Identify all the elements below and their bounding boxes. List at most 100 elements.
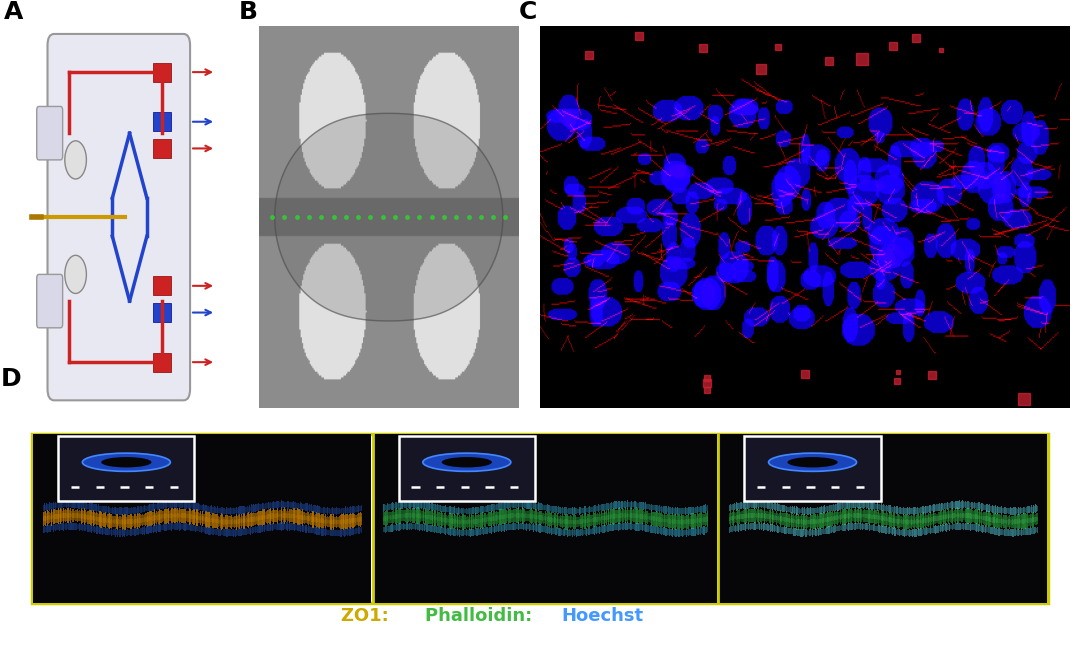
Bar bbox=[397, 503, 399, 508]
Bar bbox=[719, 434, 1048, 603]
Bar bbox=[501, 509, 502, 524]
Bar bbox=[629, 502, 630, 507]
Bar bbox=[420, 501, 421, 509]
Bar bbox=[409, 513, 410, 518]
Bar bbox=[403, 503, 404, 507]
Bar bbox=[607, 513, 608, 522]
Bar bbox=[586, 528, 588, 536]
Bar bbox=[620, 509, 621, 522]
Bar bbox=[455, 515, 456, 528]
Bar bbox=[584, 514, 585, 529]
Bar bbox=[392, 502, 393, 511]
Bar bbox=[703, 526, 704, 534]
Bar bbox=[548, 517, 549, 521]
Bar bbox=[563, 507, 564, 514]
Bar bbox=[428, 524, 429, 531]
Bar bbox=[441, 511, 442, 528]
Bar bbox=[485, 513, 486, 526]
Bar bbox=[538, 515, 539, 520]
Bar bbox=[698, 507, 699, 513]
Bar bbox=[650, 516, 651, 520]
Bar bbox=[594, 505, 595, 513]
Bar bbox=[548, 504, 549, 512]
Bar bbox=[552, 506, 553, 512]
Bar bbox=[567, 528, 568, 537]
Bar bbox=[666, 515, 667, 527]
Bar bbox=[555, 528, 556, 535]
Bar bbox=[679, 508, 680, 514]
Bar bbox=[513, 513, 514, 518]
Bar bbox=[635, 501, 636, 509]
Bar bbox=[400, 503, 401, 508]
Bar bbox=[699, 518, 700, 522]
Bar bbox=[522, 507, 523, 524]
Bar bbox=[658, 527, 659, 534]
Bar bbox=[569, 508, 570, 514]
Bar bbox=[538, 524, 539, 532]
Bar bbox=[615, 501, 616, 509]
Bar bbox=[681, 508, 683, 514]
Bar bbox=[465, 508, 467, 514]
Bar bbox=[535, 509, 536, 524]
Bar bbox=[517, 513, 518, 518]
Bar bbox=[648, 516, 649, 519]
Bar bbox=[591, 515, 592, 526]
Bar bbox=[501, 503, 502, 509]
Bar bbox=[600, 517, 602, 520]
Bar bbox=[463, 508, 464, 514]
Bar bbox=[689, 517, 690, 526]
Bar bbox=[411, 523, 413, 530]
Bar bbox=[674, 515, 675, 529]
Bar bbox=[612, 509, 613, 524]
Bar bbox=[435, 526, 436, 532]
Bar bbox=[657, 526, 658, 534]
Bar bbox=[516, 513, 517, 518]
Bar bbox=[626, 502, 627, 507]
Bar bbox=[582, 519, 583, 524]
Bar bbox=[706, 511, 707, 527]
Bar bbox=[640, 502, 642, 509]
Bar bbox=[470, 509, 471, 513]
Bar bbox=[470, 517, 471, 526]
Bar bbox=[580, 529, 581, 536]
Bar bbox=[460, 530, 461, 535]
Bar bbox=[543, 505, 544, 511]
Bar bbox=[486, 505, 487, 512]
Text: Phalloidin:: Phalloidin: bbox=[424, 607, 539, 625]
Text: ZO1:: ZO1: bbox=[341, 607, 395, 625]
Bar bbox=[701, 528, 702, 533]
Bar bbox=[514, 523, 515, 530]
Bar bbox=[442, 513, 443, 526]
Bar bbox=[647, 504, 648, 509]
Bar bbox=[383, 513, 384, 525]
Bar bbox=[397, 514, 399, 519]
Bar bbox=[487, 517, 488, 522]
Bar bbox=[440, 513, 441, 525]
Bar bbox=[649, 513, 650, 522]
Bar bbox=[384, 517, 386, 520]
Bar bbox=[401, 523, 402, 530]
Bar bbox=[507, 524, 508, 530]
Bar bbox=[596, 517, 597, 522]
Bar bbox=[396, 524, 397, 531]
Bar bbox=[670, 529, 671, 536]
Bar bbox=[485, 528, 486, 534]
Bar bbox=[496, 525, 497, 532]
Bar bbox=[703, 505, 704, 513]
Bar bbox=[687, 520, 688, 524]
Bar bbox=[455, 529, 456, 536]
Bar bbox=[414, 524, 415, 529]
Bar bbox=[564, 509, 565, 513]
Bar bbox=[626, 509, 627, 521]
Bar bbox=[406, 509, 407, 522]
Bar bbox=[538, 503, 539, 511]
Bar bbox=[453, 507, 454, 514]
Bar bbox=[631, 501, 632, 509]
Bar bbox=[686, 529, 687, 537]
Bar bbox=[443, 505, 444, 512]
Bar bbox=[571, 530, 572, 535]
Bar bbox=[534, 525, 535, 530]
Bar bbox=[386, 516, 387, 521]
Bar bbox=[395, 509, 396, 524]
Bar bbox=[609, 524, 610, 531]
